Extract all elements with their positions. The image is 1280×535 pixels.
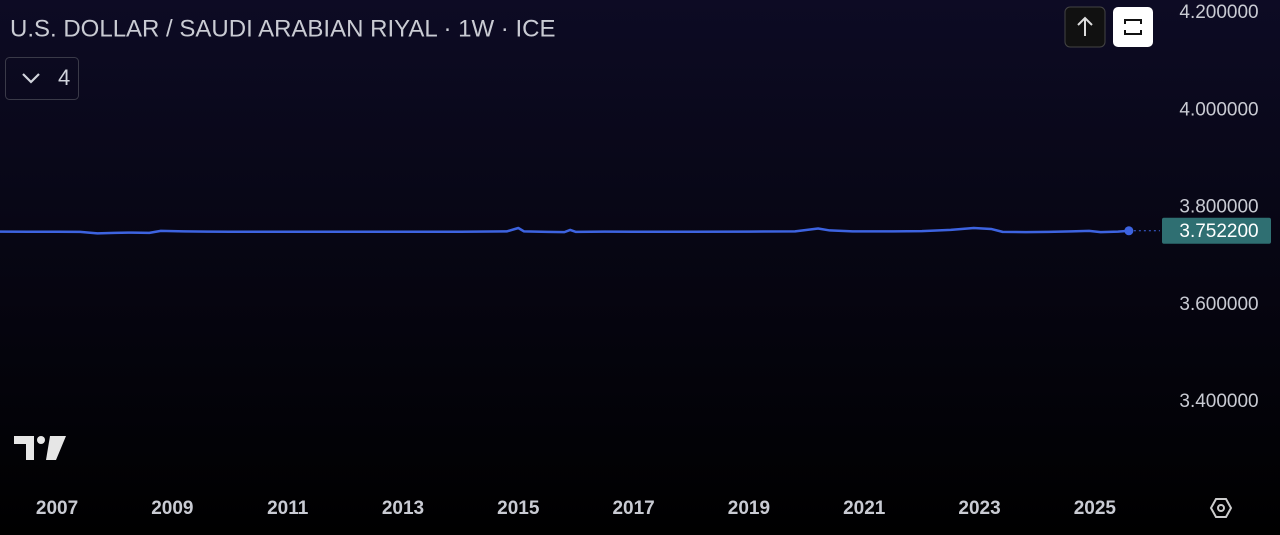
y-tick-label: 3.400000 xyxy=(1179,391,1258,412)
x-tick-label: 2023 xyxy=(958,498,1000,519)
chart-title: U.S. DOLLAR / SAUDI ARABIAN RIYAL · 1W ·… xyxy=(10,15,555,42)
button-bg xyxy=(1113,7,1153,47)
fullscreen-button[interactable] xyxy=(1113,7,1153,47)
last-price-box xyxy=(1162,217,1271,244)
x-tick-label: 2007 xyxy=(36,498,78,519)
x-tick-label: 2019 xyxy=(728,498,770,519)
indicator-count: 4 xyxy=(58,65,70,90)
last-price-label: 3.752200 xyxy=(1179,221,1258,242)
x-tick-label: 2025 xyxy=(1074,498,1117,519)
toggle-border xyxy=(5,57,79,100)
frame-icon xyxy=(1124,19,1142,35)
x-tick-label: 2015 xyxy=(497,498,540,519)
x-tick-label: 2011 xyxy=(267,498,309,519)
price-line xyxy=(0,226,1129,235)
x-tick-label: 2021 xyxy=(843,498,886,519)
logo-part xyxy=(46,436,66,460)
y-tick-label: 4.000000 xyxy=(1179,99,1258,120)
x-tick-label: 2017 xyxy=(612,498,654,519)
x-tick-label: 2013 xyxy=(382,498,424,519)
indicator-toggle[interactable]: 4 xyxy=(5,57,79,100)
logo-part xyxy=(37,436,45,444)
tv-logo xyxy=(14,436,66,460)
hex xyxy=(1209,498,1233,518)
arrow-icon xyxy=(1077,16,1093,36)
y-tick-label: 3.800000 xyxy=(1179,197,1258,218)
hex-dot xyxy=(1217,504,1225,512)
y-tick-label: 3.600000 xyxy=(1179,294,1258,315)
last-point xyxy=(1124,226,1134,236)
settings-icon[interactable] xyxy=(1209,498,1233,518)
chevron xyxy=(22,73,40,84)
logo-part xyxy=(14,436,34,460)
y-tick-label: 4.200000 xyxy=(1179,2,1258,23)
x-tick-label: 2009 xyxy=(151,498,193,519)
up-button[interactable] xyxy=(1064,6,1106,48)
